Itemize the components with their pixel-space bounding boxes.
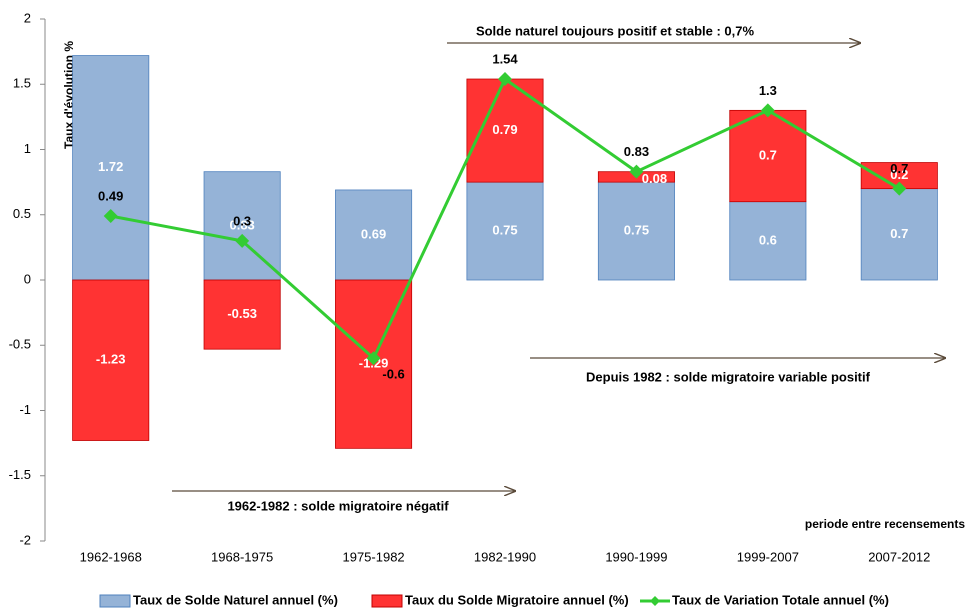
legend-marker [650, 596, 660, 606]
x-tick-label: 1962-1968 [80, 549, 142, 564]
line-marker [103, 209, 118, 224]
y-tick-label: 0.5 [13, 206, 31, 221]
legend-label: Taux du Solde Migratoire annuel (%) [405, 592, 629, 607]
line-label: 0.83 [624, 144, 649, 159]
data-label: -0.53 [227, 306, 257, 321]
line-marker [235, 233, 250, 248]
line-label: -0.6 [382, 367, 404, 382]
y-tick-label: -2 [19, 532, 31, 547]
data-label: 0.6 [759, 232, 777, 247]
line-marker [892, 181, 907, 196]
legend-label: Taux de Solde Naturel annuel (%) [133, 592, 338, 607]
annotation: 1962-1982 : solde migratoire négatif [227, 498, 449, 513]
data-label: 0.08 [642, 171, 667, 186]
line-marker [760, 103, 775, 118]
bar [860, 188, 938, 281]
data-label: 1.72 [98, 159, 123, 174]
y-tick-label: 1 [24, 141, 31, 156]
data-label: 0.69 [361, 226, 386, 241]
legend-label: Taux de Variation Totale annuel (%) [672, 592, 889, 607]
y-tick-label: 1.5 [13, 76, 31, 91]
y-tick-label: -0.5 [9, 337, 31, 352]
annotation: Solde naturel toujours positif et stable… [476, 23, 755, 38]
line-label: 0.49 [98, 188, 123, 203]
line-label: 0.7 [890, 161, 908, 176]
y-tick-label: -1 [19, 402, 31, 417]
line-marker [366, 351, 381, 366]
bar [597, 181, 675, 281]
data-label: 0.7 [759, 147, 777, 162]
y-tick-label: 0 [24, 271, 31, 286]
x-tick-label: 2007-2012 [868, 549, 930, 564]
line-marker [629, 164, 644, 179]
y-tick-label: 2 [24, 10, 31, 25]
bar [72, 55, 150, 281]
data-label: 0.75 [624, 223, 649, 238]
x-tick-label: 1999-2007 [737, 549, 799, 564]
y-tick-label: -1.5 [9, 467, 31, 482]
legend-swatch [99, 594, 131, 608]
x-tick-label: 1990-1999 [605, 549, 667, 564]
bar [729, 201, 807, 281]
line-label: 1.54 [492, 51, 518, 66]
data-label: -1.23 [96, 352, 126, 367]
data-label: 0.75 [492, 223, 517, 238]
x-tick-label: 1982-1990 [474, 549, 536, 564]
bar [335, 189, 413, 281]
data-label: 0.83 [229, 217, 254, 232]
x-axis-label: periode entre recensements [805, 517, 965, 531]
bar [203, 279, 281, 350]
line-marker [498, 72, 512, 87]
bar [466, 181, 544, 281]
line-label: 0.3 [233, 213, 251, 228]
x-tick-label: 1975-1982 [342, 549, 404, 564]
legend-swatch [371, 594, 403, 608]
annotation: Depuis 1982 : solde migratoire variable … [586, 369, 871, 384]
data-label: 0.7 [890, 226, 908, 241]
x-tick-label: 1968-1975 [211, 549, 273, 564]
data-label: 0.2 [890, 167, 908, 182]
bar [72, 279, 150, 441]
data-label: 0.79 [492, 122, 517, 137]
line-label: 1.3 [759, 83, 777, 98]
